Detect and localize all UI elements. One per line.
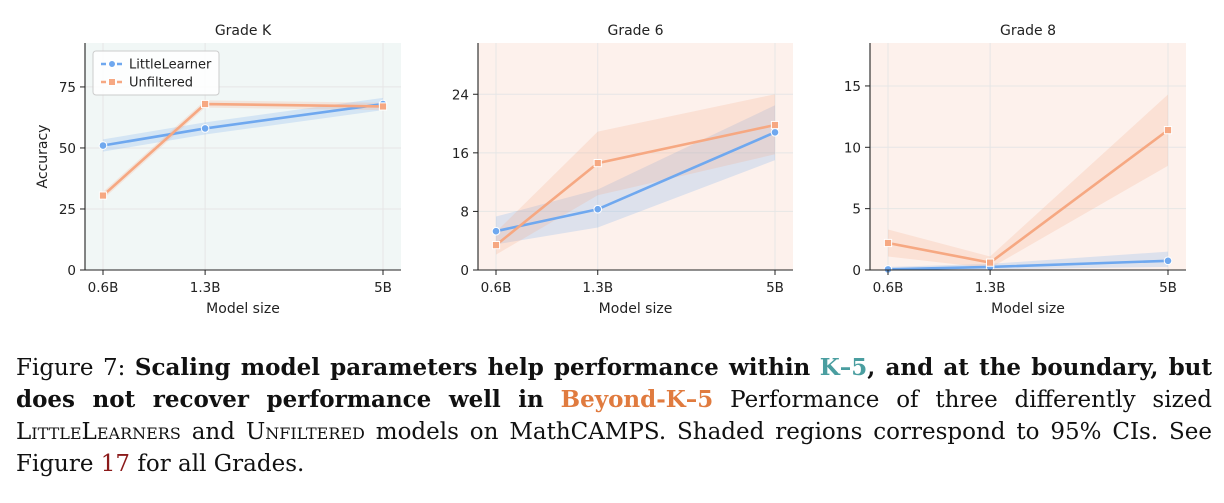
point-littlelearner xyxy=(770,128,780,137)
x-tick-label: 5B xyxy=(766,280,784,296)
point-unfiltered xyxy=(201,99,210,109)
chart-title: Grade 6 xyxy=(607,23,663,39)
legend-marker-littlelearner xyxy=(108,60,116,68)
caption-prefix: Figure 7: xyxy=(16,355,126,381)
caption-k5: K–5 xyxy=(819,354,868,381)
caption-beyond: Beyond-K–5 xyxy=(560,386,714,413)
figure-caption: Figure 7: Scaling model parameters help … xyxy=(16,352,1212,480)
y-tick-label: 0 xyxy=(460,263,469,279)
point-unfiltered xyxy=(1163,126,1173,135)
chart-panel-2: 0 8 16 24 0.6B 1.3B 5B Grade 6 Model size xyxy=(452,23,793,317)
ll-cap1: L xyxy=(16,419,32,445)
chart-title: Grade 8 xyxy=(1000,23,1056,39)
y-tick-label: 16 xyxy=(452,146,469,162)
point-unfiltered xyxy=(770,120,780,130)
ci-band-littlelearner xyxy=(888,251,1168,270)
caption-unfiltered: Unfiltered xyxy=(246,419,365,445)
x-axis-label: Model size xyxy=(599,301,673,317)
ll-sc2: earners xyxy=(96,419,181,445)
legend-label-unfiltered: Unfiltered xyxy=(129,76,193,91)
legend-marker-unfiltered xyxy=(108,78,116,86)
caption-bold-part1: Scaling model parameters help performanc… xyxy=(134,354,811,381)
x-tick-label: 5B xyxy=(374,280,392,296)
point-unfiltered xyxy=(986,258,995,267)
chart-panel-1: 0 25 50 75 0.6B 1.3B 5B Grade K Model size Accura… xyxy=(35,23,401,317)
point-littlelearner xyxy=(491,226,501,236)
caption-rest3: for all Grades. xyxy=(137,451,305,477)
x-tick-label: 5B xyxy=(1159,280,1177,296)
point-unfiltered xyxy=(491,241,501,250)
plot-area xyxy=(478,43,793,270)
x-tick-label: 0.6B xyxy=(873,280,904,296)
figure-ref-link[interactable]: 17 xyxy=(100,451,131,477)
legend: LittleLearner Unfiltered xyxy=(92,50,220,96)
ll-sc1: ittle xyxy=(31,419,82,445)
point-littlelearner xyxy=(98,141,108,150)
y-tick-label: 75 xyxy=(59,80,76,96)
x-tick-label: 0.6B xyxy=(481,280,512,296)
chart-panel-3: 0 5 10 15 0.6B 1.3B 5B Grade 8 Model size xyxy=(844,23,1186,317)
x-axis-label: Model size xyxy=(206,301,280,317)
caption-bold-part2: , and at the boundary, but does not reco… xyxy=(16,354,1212,413)
point-unfiltered xyxy=(883,238,893,248)
y-axis-label: Accuracy xyxy=(35,125,51,189)
point-littlelearner xyxy=(200,124,210,133)
x-axis-label: Model size xyxy=(991,301,1065,317)
legend-box xyxy=(92,50,220,96)
legend-label-littlelearner: LittleLearner xyxy=(129,58,212,73)
uf-sc: nfiltered xyxy=(265,419,365,445)
y-tick-label: 0 xyxy=(852,263,861,279)
y-tick-label: 5 xyxy=(852,202,861,218)
point-littlelearner xyxy=(593,204,603,214)
x-tick-label: 1.3B xyxy=(190,280,221,296)
figure: 0 25 50 75 0.6B 1.3B 5B Grade K Model size Accura… xyxy=(35,23,1186,317)
y-tick-label: 8 xyxy=(460,204,469,220)
point-unfiltered xyxy=(593,158,602,168)
ll-cap2: L xyxy=(81,419,97,445)
caption-littlelearners: LittleLearners xyxy=(16,419,181,445)
uf-cap: U xyxy=(245,419,266,445)
point-unfiltered xyxy=(98,191,108,200)
x-tick-label: 1.3B xyxy=(582,280,613,296)
y-tick-label: 24 xyxy=(452,87,469,103)
x-tick-label: 0.6B xyxy=(88,280,119,296)
y-tick-label: 0 xyxy=(67,263,76,279)
x-tick-label: 1.3B xyxy=(975,280,1006,296)
y-tick-label: 50 xyxy=(59,141,76,157)
caption-rest1: Performance of three differently sized xyxy=(730,387,1213,413)
caption-rest2: models on MathCAMPS. Shaded regions corr… xyxy=(16,419,1213,477)
y-tick-label: 10 xyxy=(844,140,861,156)
ci-band-littlelearner xyxy=(103,97,383,152)
point-unfiltered xyxy=(378,102,388,111)
ci-band-unfiltered xyxy=(496,94,775,255)
point-littlelearner xyxy=(1163,256,1173,266)
y-tick-label: 15 xyxy=(844,79,861,95)
caption-and: and xyxy=(191,419,235,445)
y-tick-label: 25 xyxy=(59,202,76,218)
chart-title: Grade K xyxy=(215,23,272,39)
